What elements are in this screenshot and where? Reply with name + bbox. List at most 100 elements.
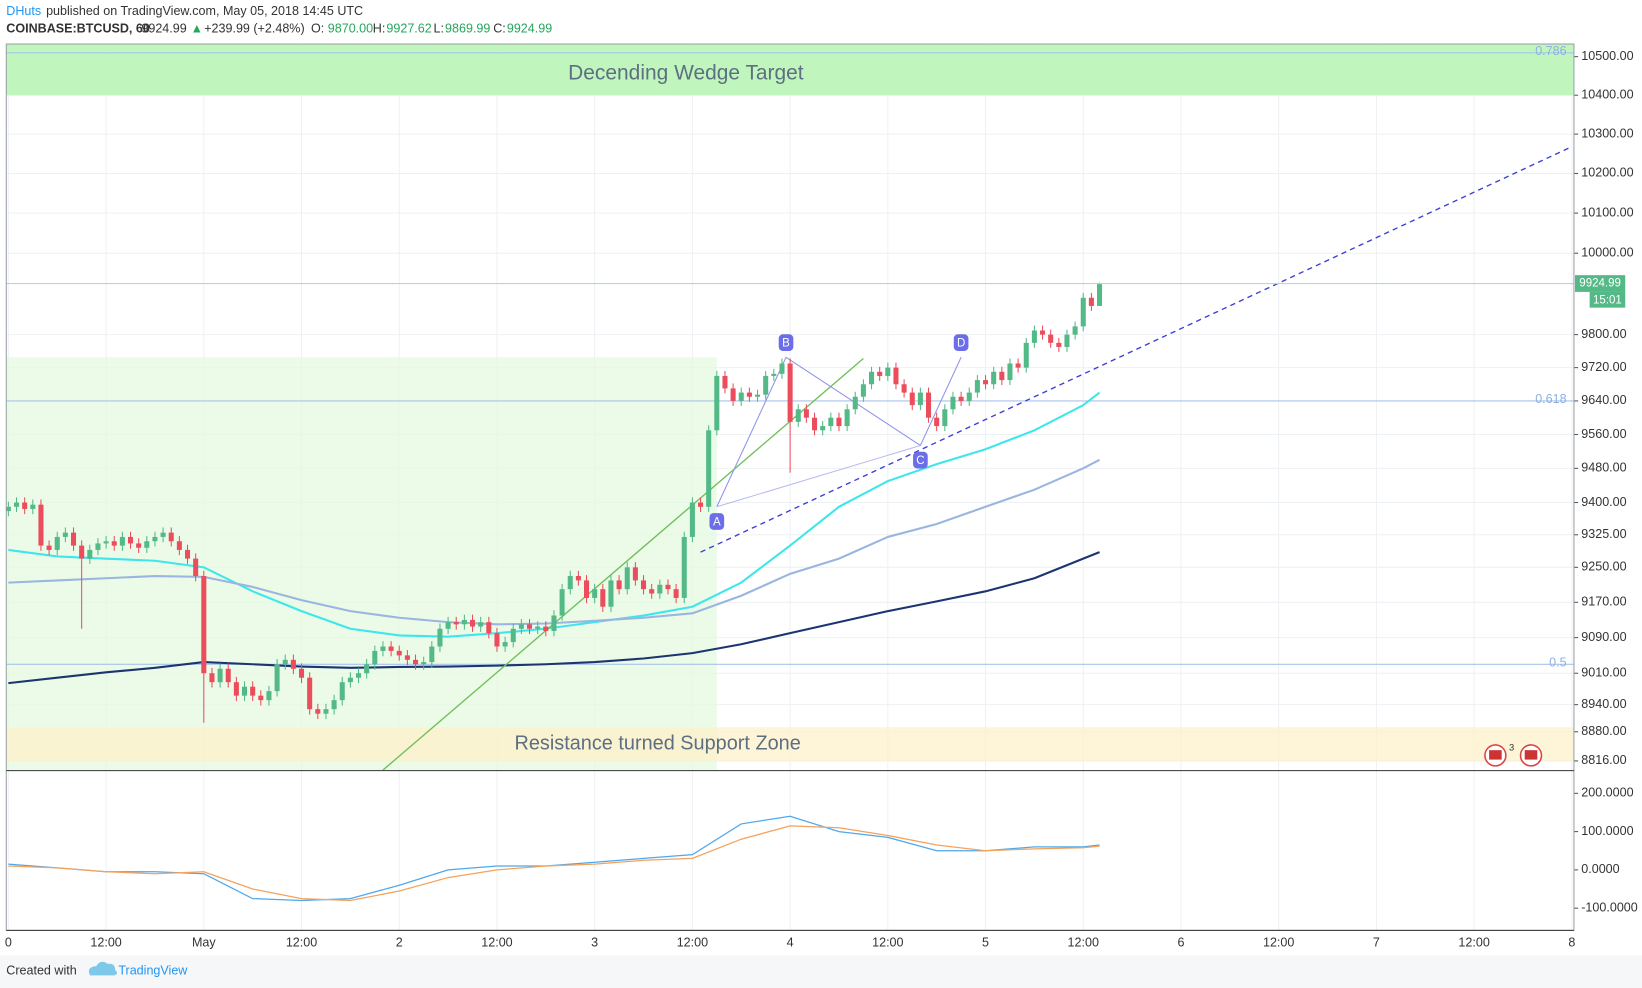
candle-body	[364, 664, 370, 674]
fib-label: 0.5	[1549, 656, 1566, 670]
candle-body	[738, 392, 744, 401]
candle-body	[535, 626, 541, 629]
candle-body	[820, 426, 826, 431]
candle-body	[616, 580, 622, 590]
pattern-badge	[709, 513, 725, 530]
l-label: L:	[434, 22, 444, 36]
candle-body	[315, 709, 321, 714]
last: 9924.99	[141, 22, 186, 36]
candle-body	[983, 380, 989, 385]
green-trendline	[382, 358, 864, 771]
y-tick-label: 8816.00	[1581, 753, 1626, 767]
candle-body	[437, 628, 443, 647]
candle-body	[852, 396, 858, 410]
y-tick-label: 9720.00	[1581, 360, 1626, 374]
author[interactable]: DHuts	[6, 4, 41, 18]
footer-brand[interactable]: TradingView	[118, 964, 188, 978]
candle-body	[46, 545, 52, 550]
candle-body	[388, 646, 394, 651]
candle-body	[567, 576, 573, 590]
macd-tick-label: 100.0000	[1581, 824, 1633, 838]
published: published on TradingView.com, May 05, 20…	[46, 4, 363, 18]
candle-body	[119, 536, 125, 546]
candle-body	[909, 392, 915, 406]
candle-body	[111, 541, 117, 546]
candle-body	[331, 700, 337, 710]
candle-body	[917, 392, 923, 406]
candle-body	[494, 633, 500, 647]
fib-label: 0.786	[1535, 44, 1566, 58]
x-tick-label: 12:00	[1068, 935, 1099, 949]
candle-body	[828, 417, 834, 427]
candle-body	[673, 589, 679, 598]
pattern-label: D	[957, 338, 965, 350]
candle-body	[233, 682, 239, 696]
candle-body	[649, 589, 655, 594]
candle-body	[5, 506, 11, 512]
candle-body	[404, 655, 410, 660]
candle-body	[242, 686, 248, 696]
candle-body	[787, 363, 793, 422]
x-tick-label: 8	[1568, 935, 1575, 949]
candle-body	[974, 380, 980, 393]
candle-body	[38, 504, 44, 546]
macd-tick-label: 0.0000	[1581, 862, 1619, 876]
candle-body	[217, 668, 223, 683]
candle-body	[282, 659, 288, 665]
candle-body	[429, 646, 435, 663]
y-tick-label: 9250.00	[1581, 560, 1626, 574]
candle-body	[225, 668, 231, 683]
candle-body	[966, 392, 972, 401]
candle-body	[681, 536, 687, 598]
candle-body	[347, 677, 353, 683]
h: 9927.62	[386, 22, 431, 36]
arrow: ▲	[191, 22, 203, 36]
candle-body	[127, 536, 134, 544]
candle-body	[901, 384, 907, 393]
candle-body	[730, 388, 736, 401]
y-tick-label: 9400.00	[1581, 495, 1626, 509]
candle-body	[763, 375, 769, 395]
x-tick-label: 5	[982, 935, 989, 949]
candle-body	[1040, 330, 1046, 335]
candle-body	[30, 504, 36, 509]
event-flag-inner	[1524, 750, 1538, 760]
candle-body	[893, 367, 899, 385]
candle-body	[844, 409, 850, 427]
x-tick-label: 12:00	[872, 935, 903, 949]
support-zone	[6, 727, 1574, 761]
y-tick-label: 9090.00	[1581, 630, 1626, 644]
candle-body	[470, 619, 476, 627]
candle-body	[877, 371, 883, 376]
y-tick-label: 10500.00	[1581, 49, 1633, 63]
change: +239.99 (+2.48%)	[204, 22, 304, 36]
candle-body	[209, 673, 215, 683]
candle-body	[860, 384, 866, 397]
footer-bar	[0, 955, 1642, 988]
x-tick-label: 7	[1373, 935, 1380, 949]
candle-body	[201, 576, 207, 674]
x-tick-label: 12:00	[286, 935, 317, 949]
candle-body	[160, 532, 166, 537]
candle-body	[934, 417, 940, 427]
candle-body	[559, 589, 565, 616]
y-tick-label: 8940.00	[1581, 697, 1626, 711]
candle-body	[999, 371, 1005, 381]
candle-body	[478, 622, 484, 627]
y-tick-label: 9170.00	[1581, 595, 1626, 609]
candle-body	[152, 536, 158, 542]
candle-body	[22, 502, 28, 509]
candle-body	[339, 682, 345, 701]
fib-label: 0.618	[1535, 392, 1566, 406]
moving-average	[8, 551, 1100, 685]
candle-body	[445, 622, 451, 629]
candle-body	[527, 624, 533, 629]
macd-line	[8, 815, 1100, 902]
candle-body	[958, 396, 964, 401]
y-tick-label: 9800.00	[1581, 327, 1626, 341]
o: 9870.00	[328, 22, 373, 36]
pattern-badge	[778, 334, 794, 351]
candle-body	[641, 580, 647, 590]
macd-tick-label: -100.0000	[1581, 900, 1638, 914]
